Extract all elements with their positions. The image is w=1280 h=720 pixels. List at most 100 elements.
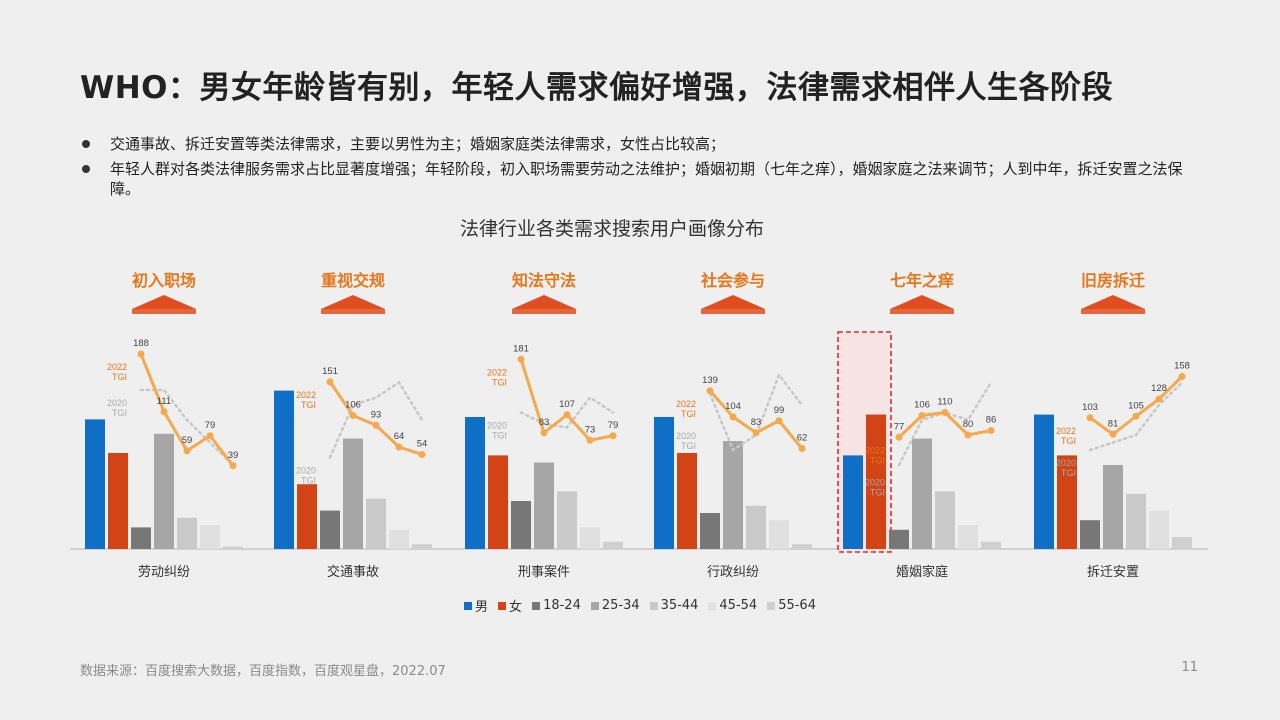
bar: [488, 455, 508, 549]
category-label: 行政纠纷: [707, 564, 759, 579]
tgi-data-label: 128: [1151, 383, 1167, 394]
tgi-data-label: 99: [774, 405, 785, 416]
tgi-2022-point: [183, 447, 191, 455]
tgi-data-label: 54: [417, 439, 428, 450]
category-label: 拆迁安置: [1087, 564, 1139, 579]
tgi-2022-point: [752, 429, 760, 437]
category-label: 婚姻家庭: [896, 564, 948, 579]
legend-label: 25-34: [601, 598, 640, 613]
legend-swatch: [464, 601, 473, 610]
legend-swatch: [649, 601, 658, 610]
tgi-2022-point: [729, 413, 737, 421]
tgi-data-label: 151: [322, 366, 338, 377]
page-number: 11: [1181, 660, 1198, 675]
tgi-data-label: 59: [182, 435, 193, 446]
bullet-dot-icon: [82, 165, 90, 173]
bar: [1126, 493, 1146, 549]
tgi-2022-point: [418, 451, 426, 458]
tgi-data-label: 77: [894, 421, 905, 432]
tgi-2020-label: 2020: [865, 477, 885, 487]
bar: [108, 453, 128, 549]
legend-item: 男: [464, 596, 488, 615]
stage-arrow-base: [1081, 309, 1145, 314]
bar: [534, 462, 554, 549]
legend-item: 18-24: [532, 598, 581, 613]
page-title: WHO：男女年龄皆有别，年轻人需求偏好增强，法律需求相伴人生各阶段: [80, 70, 1113, 106]
tgi-2020-label: 2020: [296, 466, 316, 476]
legend-item: 25-34: [590, 598, 640, 613]
tgi-2022-point: [895, 433, 903, 441]
bar: [412, 544, 432, 549]
tgi-2022-point: [540, 429, 548, 437]
tgi-2020-label: 2020: [107, 398, 127, 408]
legend-swatch: [532, 601, 541, 610]
stage-label: 知法守法: [512, 271, 576, 290]
bar: [769, 520, 789, 549]
tgi-2022-label: TGI: [1061, 436, 1076, 446]
stage-arrow-icon: [890, 295, 954, 309]
bullet-dot-icon: [82, 140, 90, 148]
chart-legend: 男 女 18-24 25-34 35-44 45-54 55-64: [0, 596, 1280, 615]
stage-arrow-icon: [1081, 295, 1145, 309]
tgi-2022-point: [1178, 373, 1186, 380]
tgi-data-label: 93: [371, 409, 382, 420]
bar: [274, 390, 294, 549]
tgi-2022-point: [964, 431, 972, 439]
tgi-2020-label: TGI: [112, 408, 127, 418]
tgi-2020-label: TGI: [301, 476, 316, 486]
bar: [297, 484, 317, 549]
tgi-data-label: 107: [559, 399, 575, 410]
bar: [177, 517, 197, 549]
tgi-2020-label: TGI: [1061, 468, 1076, 478]
stage-label: 社会参与: [700, 271, 765, 290]
tgi-data-label: 86: [986, 415, 997, 426]
tgi-data-label: 83: [751, 417, 762, 428]
bar: [654, 417, 674, 549]
bar: [981, 541, 1001, 549]
legend-item: 55-64: [767, 598, 816, 613]
tgi-2022-point: [586, 436, 594, 444]
tgi-data-label: 80: [963, 419, 974, 430]
tgi-data-label: 103: [1082, 402, 1098, 413]
stage-label: 旧房拆迁: [1081, 271, 1145, 290]
legend-label: 男: [475, 600, 489, 615]
tgi-2022-point: [1132, 412, 1140, 420]
tgi-2022-point: [517, 355, 525, 363]
tgi-data-label: 79: [205, 420, 216, 431]
bar: [154, 433, 174, 549]
tgi-2020-label: TGI: [492, 431, 507, 441]
tgi-2022-point: [160, 408, 168, 416]
tgi-2022-label: TGI: [492, 377, 507, 387]
category-label: 交通事故: [327, 564, 379, 579]
bar: [677, 453, 697, 549]
tgi-data-label: 188: [133, 338, 149, 349]
bar: [85, 419, 105, 549]
tgi-2022-point: [326, 378, 334, 386]
bullet-list: 交通事故、拆迁安置等类法律需求，主要以男性为主；婚姻家庭类法律需求，女性占比较高…: [80, 134, 1200, 204]
tgi-2022-point: [206, 432, 214, 440]
bar: [580, 527, 600, 549]
legend-label: 35-44: [660, 598, 699, 613]
legend-label: 18-24: [543, 598, 581, 613]
legend-swatch: [708, 601, 717, 610]
stage-label: 七年之痒: [890, 271, 954, 290]
legend-item: 45-54: [708, 598, 757, 613]
stage-arrow-icon: [321, 295, 385, 309]
bullet-item-2: 年轻人群对各类法律服务需求占比显著度增强；年轻阶段，初入职场需要劳动之法维护；婚…: [80, 159, 1200, 199]
tgi-2022-label: TGI: [301, 400, 316, 410]
tgi-2022-point: [229, 462, 237, 470]
tgi-data-label: 79: [608, 420, 619, 431]
legend-item: 35-44: [649, 598, 699, 613]
stage-arrow-base: [321, 309, 385, 314]
tgi-2020-line: [139, 388, 235, 467]
tgi-2022-point: [563, 411, 571, 419]
tgi-2020-line: [1088, 381, 1184, 452]
tgi-data-label: 106: [345, 400, 361, 411]
tgi-2022-label: TGI: [870, 455, 885, 465]
bar: [1149, 510, 1169, 549]
tgi-2022-label: 2022: [865, 445, 885, 455]
tgi-data-label: 158: [1174, 361, 1190, 372]
legend-item: 女: [498, 596, 522, 615]
bar: [223, 546, 243, 549]
